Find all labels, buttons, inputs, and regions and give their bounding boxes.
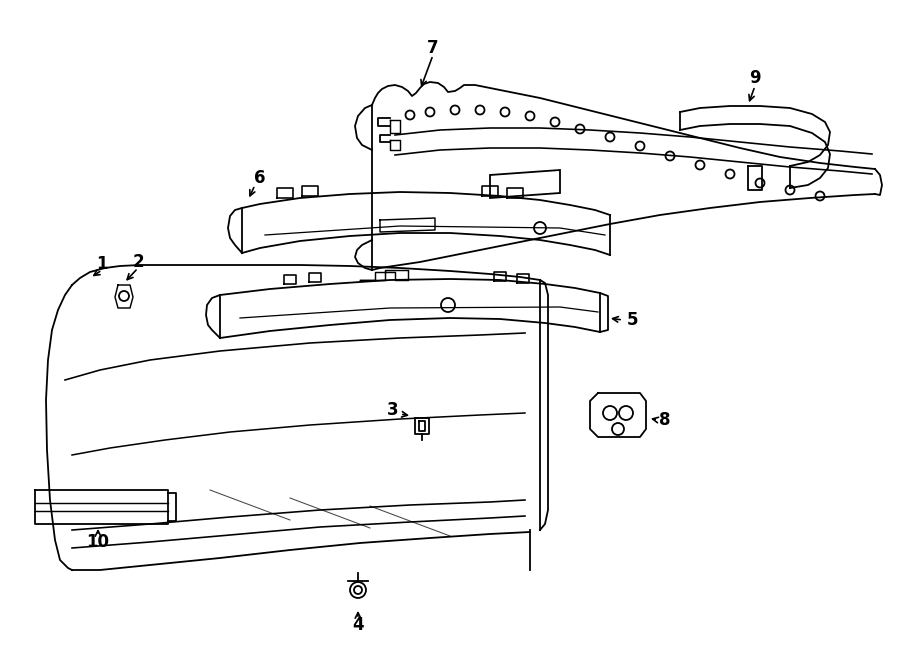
Text: 2: 2	[132, 253, 144, 271]
Text: 10: 10	[86, 533, 110, 551]
Text: 7: 7	[428, 39, 439, 57]
Text: 5: 5	[626, 311, 638, 329]
Text: 1: 1	[96, 255, 108, 273]
Text: 9: 9	[749, 69, 760, 87]
Text: 4: 4	[352, 616, 364, 634]
Text: 8: 8	[659, 411, 670, 429]
Text: 3: 3	[387, 401, 399, 419]
Text: 6: 6	[254, 169, 266, 187]
